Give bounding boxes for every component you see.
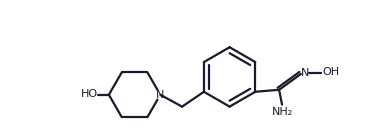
Text: N: N — [301, 68, 309, 78]
Text: OH: OH — [322, 67, 339, 77]
Text: HO: HO — [81, 89, 98, 99]
Text: NH₂: NH₂ — [272, 107, 293, 117]
Text: N: N — [156, 90, 165, 100]
